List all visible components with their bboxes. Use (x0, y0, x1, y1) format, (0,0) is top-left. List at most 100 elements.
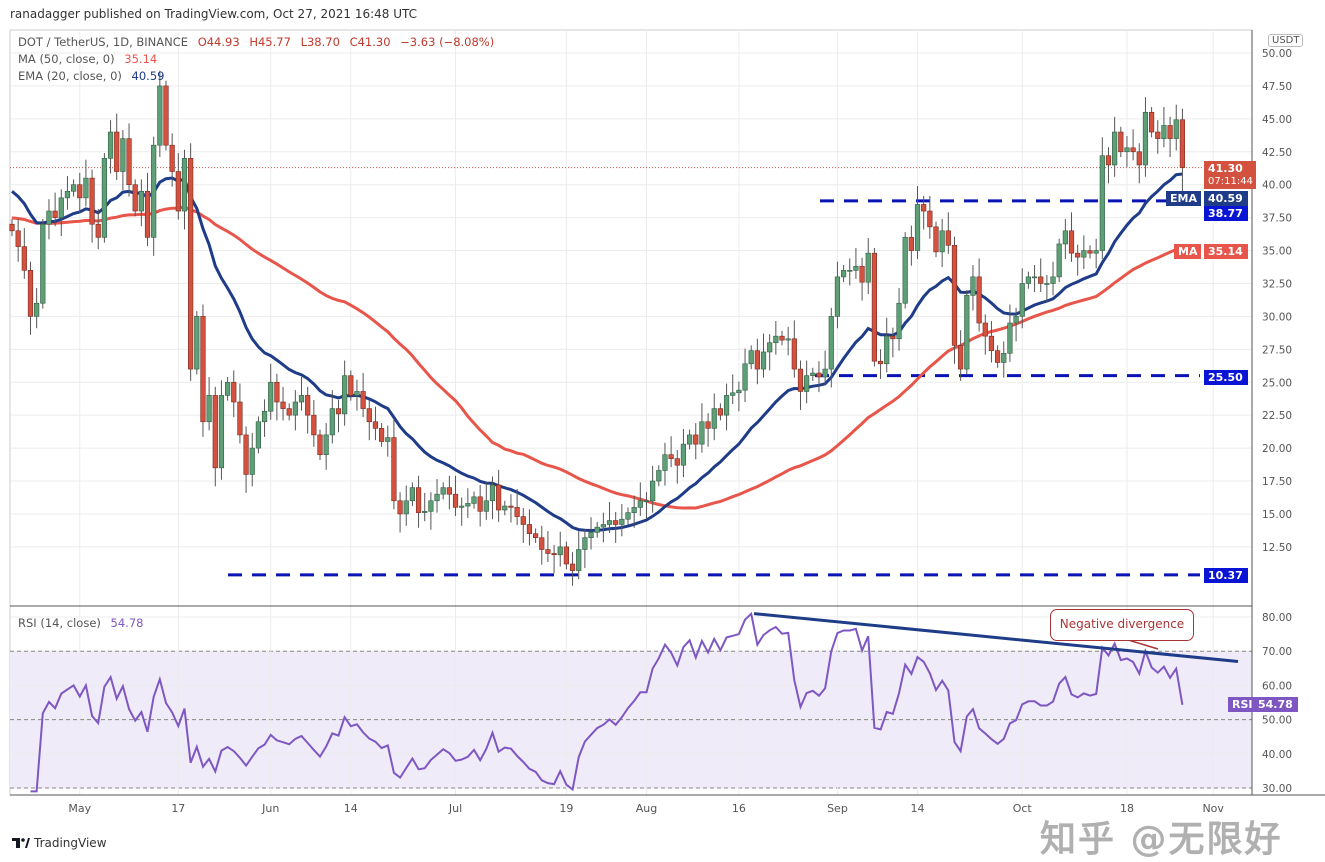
candle-body (730, 392, 736, 396)
candle (1087, 245, 1093, 259)
rsi-tick-label: 50.00 (1262, 715, 1292, 727)
candle (1130, 129, 1136, 161)
price-tick-label: 35.00 (1262, 246, 1292, 258)
candle-body (64, 190, 71, 199)
currency-unit-button[interactable]: USDT (1268, 34, 1304, 47)
candle (748, 345, 754, 370)
candle-body (231, 381, 237, 403)
candle-body (896, 302, 902, 340)
candle (477, 484, 483, 527)
candle-body (656, 470, 662, 482)
ema-legend-label: EMA (20, close, 0) (18, 69, 122, 83)
candle (994, 345, 1001, 368)
ma-legend[interactable]: MA (50, close, 0) 35.14 (18, 52, 163, 66)
candle (372, 406, 379, 441)
symbol-name[interactable]: DOT / TetherUS, 1D, BINANCE (18, 35, 189, 49)
candle (243, 426, 249, 493)
candle (1075, 244, 1081, 276)
candle (1001, 341, 1007, 378)
candle-body (27, 270, 34, 317)
candle (840, 265, 847, 283)
candle-body (1025, 276, 1031, 284)
candle (853, 247, 859, 279)
candle-body (514, 507, 520, 517)
candle-body (711, 408, 717, 429)
candle-body (945, 230, 951, 246)
candle-body (705, 421, 711, 429)
ma-legend-value: 35.14 (124, 52, 158, 66)
candle (440, 482, 446, 500)
candle (95, 209, 101, 250)
candle-body (1142, 111, 1149, 166)
time-tick-label: 14 (911, 802, 925, 815)
candle-body (927, 210, 933, 228)
candle (157, 70, 163, 158)
candle (896, 288, 902, 351)
candle (613, 511, 619, 543)
candle (908, 225, 914, 266)
candle (194, 311, 200, 375)
candle (539, 525, 545, 565)
candle-body (286, 408, 292, 416)
candle-body (58, 197, 64, 218)
tradingview-logo[interactable]: TradingView (12, 836, 107, 850)
ohlc-close: C41.30 (349, 35, 391, 49)
candle-body (15, 230, 21, 247)
candle-body (422, 511, 428, 513)
candle (385, 425, 391, 457)
candle (1031, 265, 1038, 293)
candle-body (600, 524, 606, 528)
rsi-legend-label: RSI (14, close) (18, 616, 101, 630)
candle-body (569, 563, 576, 571)
ohlc-open: O44.93 (197, 35, 240, 49)
ema-legend[interactable]: EMA (20, close, 0) 40.59 (18, 69, 170, 83)
candle-body (138, 190, 144, 212)
candle-body (1038, 276, 1044, 284)
candle (557, 531, 563, 567)
candle-body (976, 276, 982, 324)
time-tick-label: 14 (344, 802, 358, 815)
candle (46, 199, 52, 240)
support-level-tag: 25.50 (1204, 370, 1248, 385)
last-price-tag: 41.30 07:11:44 (1204, 161, 1256, 189)
ema-axis-value: 40.59 (1204, 191, 1248, 206)
candle-body (736, 389, 742, 394)
price-tick-label: 50.00 (1262, 48, 1292, 60)
candle (329, 390, 335, 444)
candle (1044, 274, 1050, 302)
candle (188, 143, 194, 381)
candle-body (385, 437, 391, 442)
candle-body (1118, 131, 1124, 153)
candle-body (859, 266, 865, 283)
candle-body (1007, 322, 1013, 354)
candle (237, 383, 243, 444)
candle-body (354, 391, 360, 396)
candle-body (797, 368, 804, 392)
candle-body (680, 443, 687, 466)
candle (132, 179, 138, 217)
price-tick-label: 25.00 (1262, 377, 1292, 389)
candle (865, 238, 871, 295)
ema-axis-name: EMA (1166, 191, 1201, 206)
candle-body (46, 210, 52, 225)
candle-body (1013, 316, 1019, 324)
candle-body (1075, 252, 1081, 258)
rsi-legend[interactable]: RSI (14, close) 54.78 (18, 616, 149, 630)
candle (1056, 238, 1062, 283)
candle (514, 488, 520, 526)
candle-body (489, 484, 496, 502)
candle (508, 494, 514, 523)
candle (914, 186, 921, 260)
time-tick-label: Aug (636, 802, 657, 815)
candle (1155, 120, 1161, 154)
candle-body (459, 505, 465, 508)
candle-body (853, 266, 859, 271)
candle (163, 80, 169, 151)
price-tick-label: 45.00 (1262, 114, 1292, 126)
candle (261, 399, 268, 437)
candle-body (1112, 131, 1118, 166)
ma-axis-name: MA (1174, 244, 1202, 259)
candle-body (563, 546, 569, 565)
low-support-level-tag: 10.37 (1204, 568, 1248, 583)
